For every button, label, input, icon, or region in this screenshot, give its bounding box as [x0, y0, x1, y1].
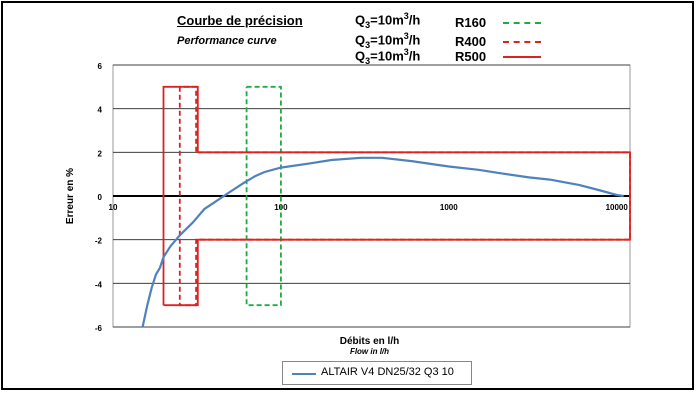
y-tick-label: 0 [98, 193, 103, 202]
series-line [141, 156, 624, 328]
chart-title: Courbe de précision [177, 13, 303, 28]
q3-label-r500: Q3=10m3/h [355, 47, 421, 66]
class-label-r160: R160 [455, 15, 487, 30]
chart-subtitle: Performance curve [177, 35, 277, 47]
y-tick-label: -4 [95, 280, 103, 289]
y-tick-label: -6 [95, 324, 103, 333]
envelope-r500 [162, 85, 631, 307]
class-label-r500: R500 [455, 49, 487, 64]
q3-label-r400: Q3=10m3/h [355, 31, 421, 50]
y-tick-label: 4 [98, 106, 103, 115]
y-tick-label: 2 [98, 149, 103, 158]
class-swatch-r160 [503, 22, 541, 24]
legend-line-swatch [292, 373, 316, 375]
class-label-r400: R400 [455, 34, 487, 49]
legend-label: ALTAIR V4 DN25/32 Q3 10 [321, 366, 454, 378]
y-tick-label: 6 [98, 62, 103, 71]
class-swatch-r500 [503, 56, 541, 58]
class-swatch-r400 [503, 41, 541, 43]
x-tick-label: 10 [109, 203, 118, 212]
envelope-r160 [245, 85, 282, 307]
envelope-r400 [178, 85, 631, 307]
x-axis-subtitle: Flow in l/h [350, 347, 389, 356]
x-axis-title: Débits en l/h [340, 336, 399, 347]
chart-header: Courbe de précision Performance curve Q3… [0, 0, 699, 66]
q3-label-r160: Q3=10m3/h [355, 11, 421, 30]
x-tick-label: 1000 [440, 203, 458, 212]
legend: ALTAIR V4 DN25/32 Q3 10 [282, 361, 472, 385]
y-axis-title: Erreur en % [65, 168, 76, 224]
x-tick-label: 10000 [606, 203, 629, 212]
chart-frame [1, 1, 694, 390]
y-tick-label: -2 [95, 237, 103, 246]
